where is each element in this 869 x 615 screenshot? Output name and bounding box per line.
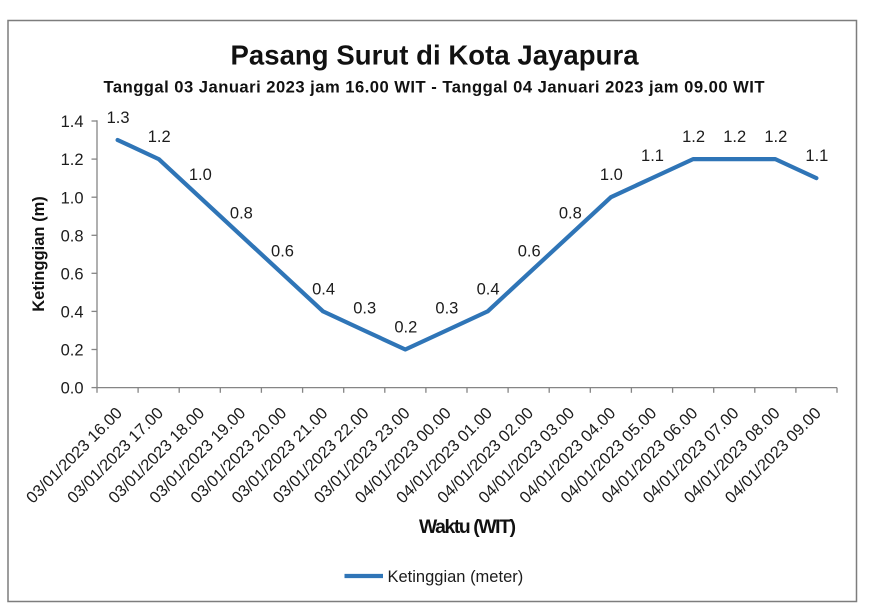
svg-text:1.2: 1.2 [148, 128, 171, 146]
svg-text:1.4: 1.4 [61, 113, 84, 131]
svg-text:Ketinggian (m): Ketinggian (m) [30, 196, 48, 312]
svg-text:1.1: 1.1 [805, 147, 828, 165]
svg-text:0.6: 0.6 [518, 242, 541, 260]
svg-text:0.4: 0.4 [312, 280, 335, 298]
svg-text:0.8: 0.8 [559, 204, 582, 222]
svg-text:0.0: 0.0 [61, 380, 84, 398]
svg-text:0.4: 0.4 [477, 280, 500, 298]
svg-text:0.3: 0.3 [353, 300, 376, 318]
svg-text:Tanggal 03 Januari 2023 jam 16: Tanggal 03 Januari 2023 jam 16.00 WIT - … [104, 78, 765, 97]
svg-text:1.0: 1.0 [61, 189, 84, 207]
svg-text:1.2: 1.2 [682, 128, 705, 146]
svg-text:0.8: 0.8 [61, 227, 84, 245]
svg-text:0.2: 0.2 [394, 319, 417, 337]
svg-text:0.6: 0.6 [61, 265, 84, 283]
svg-text:Waktu (WIT): Waktu (WIT) [419, 517, 516, 538]
svg-text:0.2: 0.2 [61, 342, 84, 360]
svg-text:1.2: 1.2 [61, 151, 84, 169]
svg-text:0.3: 0.3 [435, 300, 458, 318]
svg-text:0.6: 0.6 [271, 242, 294, 260]
svg-text:1.0: 1.0 [189, 166, 212, 184]
svg-text:1.2: 1.2 [723, 128, 746, 146]
svg-text:0.4: 0.4 [61, 304, 84, 322]
svg-text:Ketinggian (meter): Ketinggian (meter) [388, 568, 524, 586]
svg-text:1.0: 1.0 [600, 166, 623, 184]
svg-text:1.1: 1.1 [641, 147, 664, 165]
svg-text:1.2: 1.2 [764, 128, 787, 146]
svg-text:Pasang Surut di Kota Jayapura: Pasang Surut di Kota Jayapura [231, 40, 640, 71]
svg-text:1.3: 1.3 [107, 109, 130, 127]
svg-text:0.8: 0.8 [230, 204, 253, 222]
